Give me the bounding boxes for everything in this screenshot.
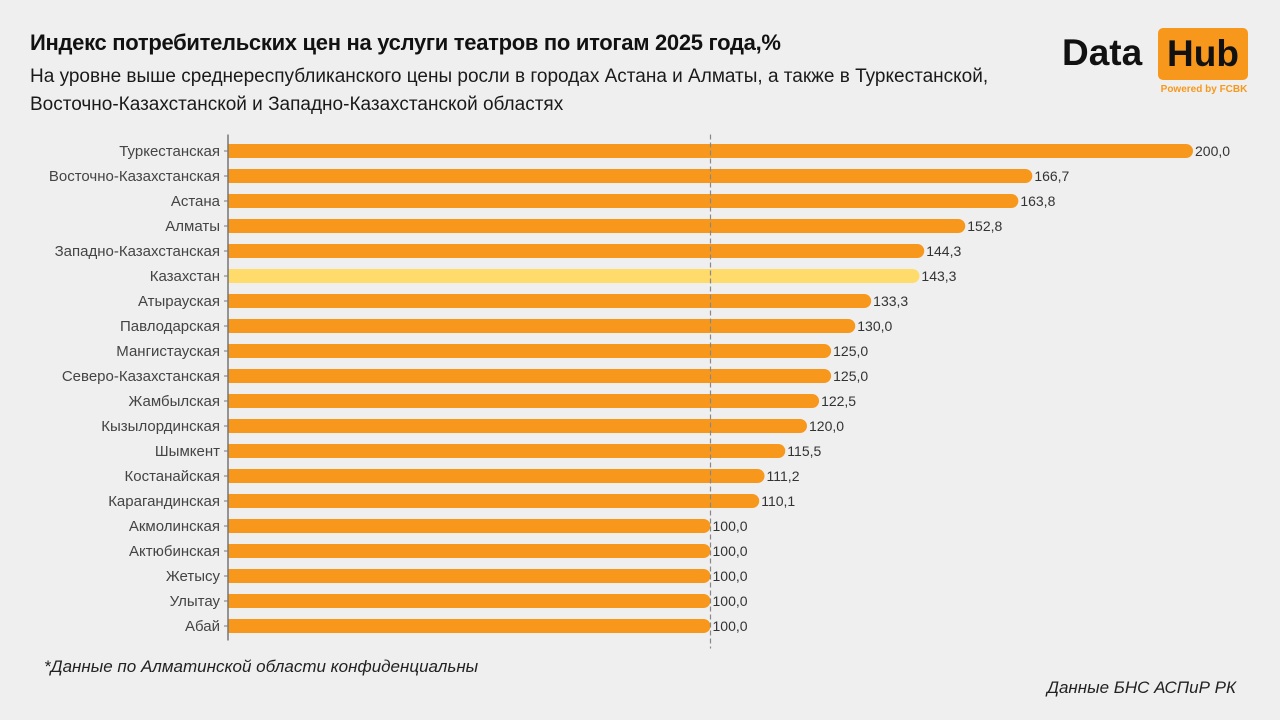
value-label: 144,3 [926, 243, 961, 259]
logo-word-hub: Hub [1158, 28, 1248, 80]
category-label: Восточно-Казахстанская [49, 168, 220, 185]
category-label: Абай [185, 618, 220, 635]
category-label: Западно-Казахстанская [55, 243, 220, 260]
value-label: 143,3 [921, 268, 956, 284]
category-label: Казахстан [150, 268, 220, 285]
value-label: 100,0 [713, 568, 748, 584]
category-label: Актюбинская [129, 543, 220, 560]
category-label: Алматы [165, 218, 220, 235]
category-label: Кызылординская [101, 418, 220, 435]
category-label: Карагандинская [108, 493, 220, 510]
bar [228, 344, 832, 358]
value-label: 200,0 [1195, 143, 1230, 159]
value-label: 163,8 [1020, 193, 1055, 209]
bar [228, 394, 820, 408]
category-label: Туркестанская [119, 143, 220, 160]
bar [228, 194, 1019, 208]
category-label: Улытау [170, 593, 221, 610]
bar [228, 444, 786, 458]
value-label: 100,0 [713, 618, 748, 634]
bar [228, 494, 760, 508]
value-label: 166,7 [1034, 168, 1069, 184]
value-label: 130,0 [857, 318, 892, 334]
bar [228, 244, 925, 258]
value-label: 115,5 [787, 443, 821, 459]
category-label: Павлодарская [120, 318, 220, 335]
bar [228, 594, 711, 608]
value-label: 111,2 [767, 468, 800, 484]
value-label: 152,8 [967, 218, 1002, 234]
footnote: *Данные по Алматинской области конфиденц… [44, 657, 479, 676]
value-label: 125,0 [833, 368, 868, 384]
value-label: 122,5 [821, 393, 856, 409]
value-label: 125,0 [833, 343, 868, 359]
bar [228, 544, 711, 558]
bar [228, 269, 920, 283]
category-label: Мангистауская [116, 343, 220, 360]
data-source: Данные БНС АСПиР РК [1046, 678, 1236, 697]
chart-title: Индекс потребительских цен на услуги теа… [30, 30, 781, 55]
bar [228, 294, 872, 308]
category-label: Шымкент [155, 443, 220, 460]
logo-tagline: Powered by FCBK [1160, 84, 1248, 95]
bars-layer [228, 144, 1193, 633]
bar [228, 319, 856, 333]
value-label: 100,0 [713, 593, 748, 609]
chart-subtitle: На уровне выше среднереспубликанского це… [30, 66, 989, 115]
bar [228, 419, 807, 433]
bar [228, 369, 832, 383]
value-label: 110,1 [761, 493, 795, 509]
value-label: 133,3 [873, 293, 908, 309]
value-label: 120,0 [809, 418, 844, 434]
category-label: Северо-Казахстанская [62, 368, 220, 385]
bar [228, 219, 966, 233]
category-labels: Туркестанская Восточно-Казахстанская Астан… [49, 143, 221, 635]
bar [228, 619, 711, 633]
category-label: Жетысу [166, 568, 221, 585]
y-axis-ticks [224, 150, 228, 627]
value-labels: 200,0 166,7 163,8 152,8 144,3 143,3 133,3 130,0… [713, 143, 1231, 634]
value-label: 100,0 [713, 543, 748, 559]
value-label: 100,0 [713, 518, 748, 534]
category-label: Костанайская [125, 468, 221, 485]
datahub-logo: Data Hub Powered by FCBK [1062, 28, 1252, 98]
category-label: Атырауская [138, 293, 220, 310]
bar [228, 519, 711, 533]
bar [228, 169, 1033, 183]
bar [228, 469, 765, 483]
category-label: Акмолинская [129, 518, 220, 535]
bar [228, 569, 711, 583]
category-label: Астана [171, 193, 221, 210]
logo-word-data: Data [1062, 32, 1143, 73]
category-label: Жамбылская [129, 393, 221, 410]
